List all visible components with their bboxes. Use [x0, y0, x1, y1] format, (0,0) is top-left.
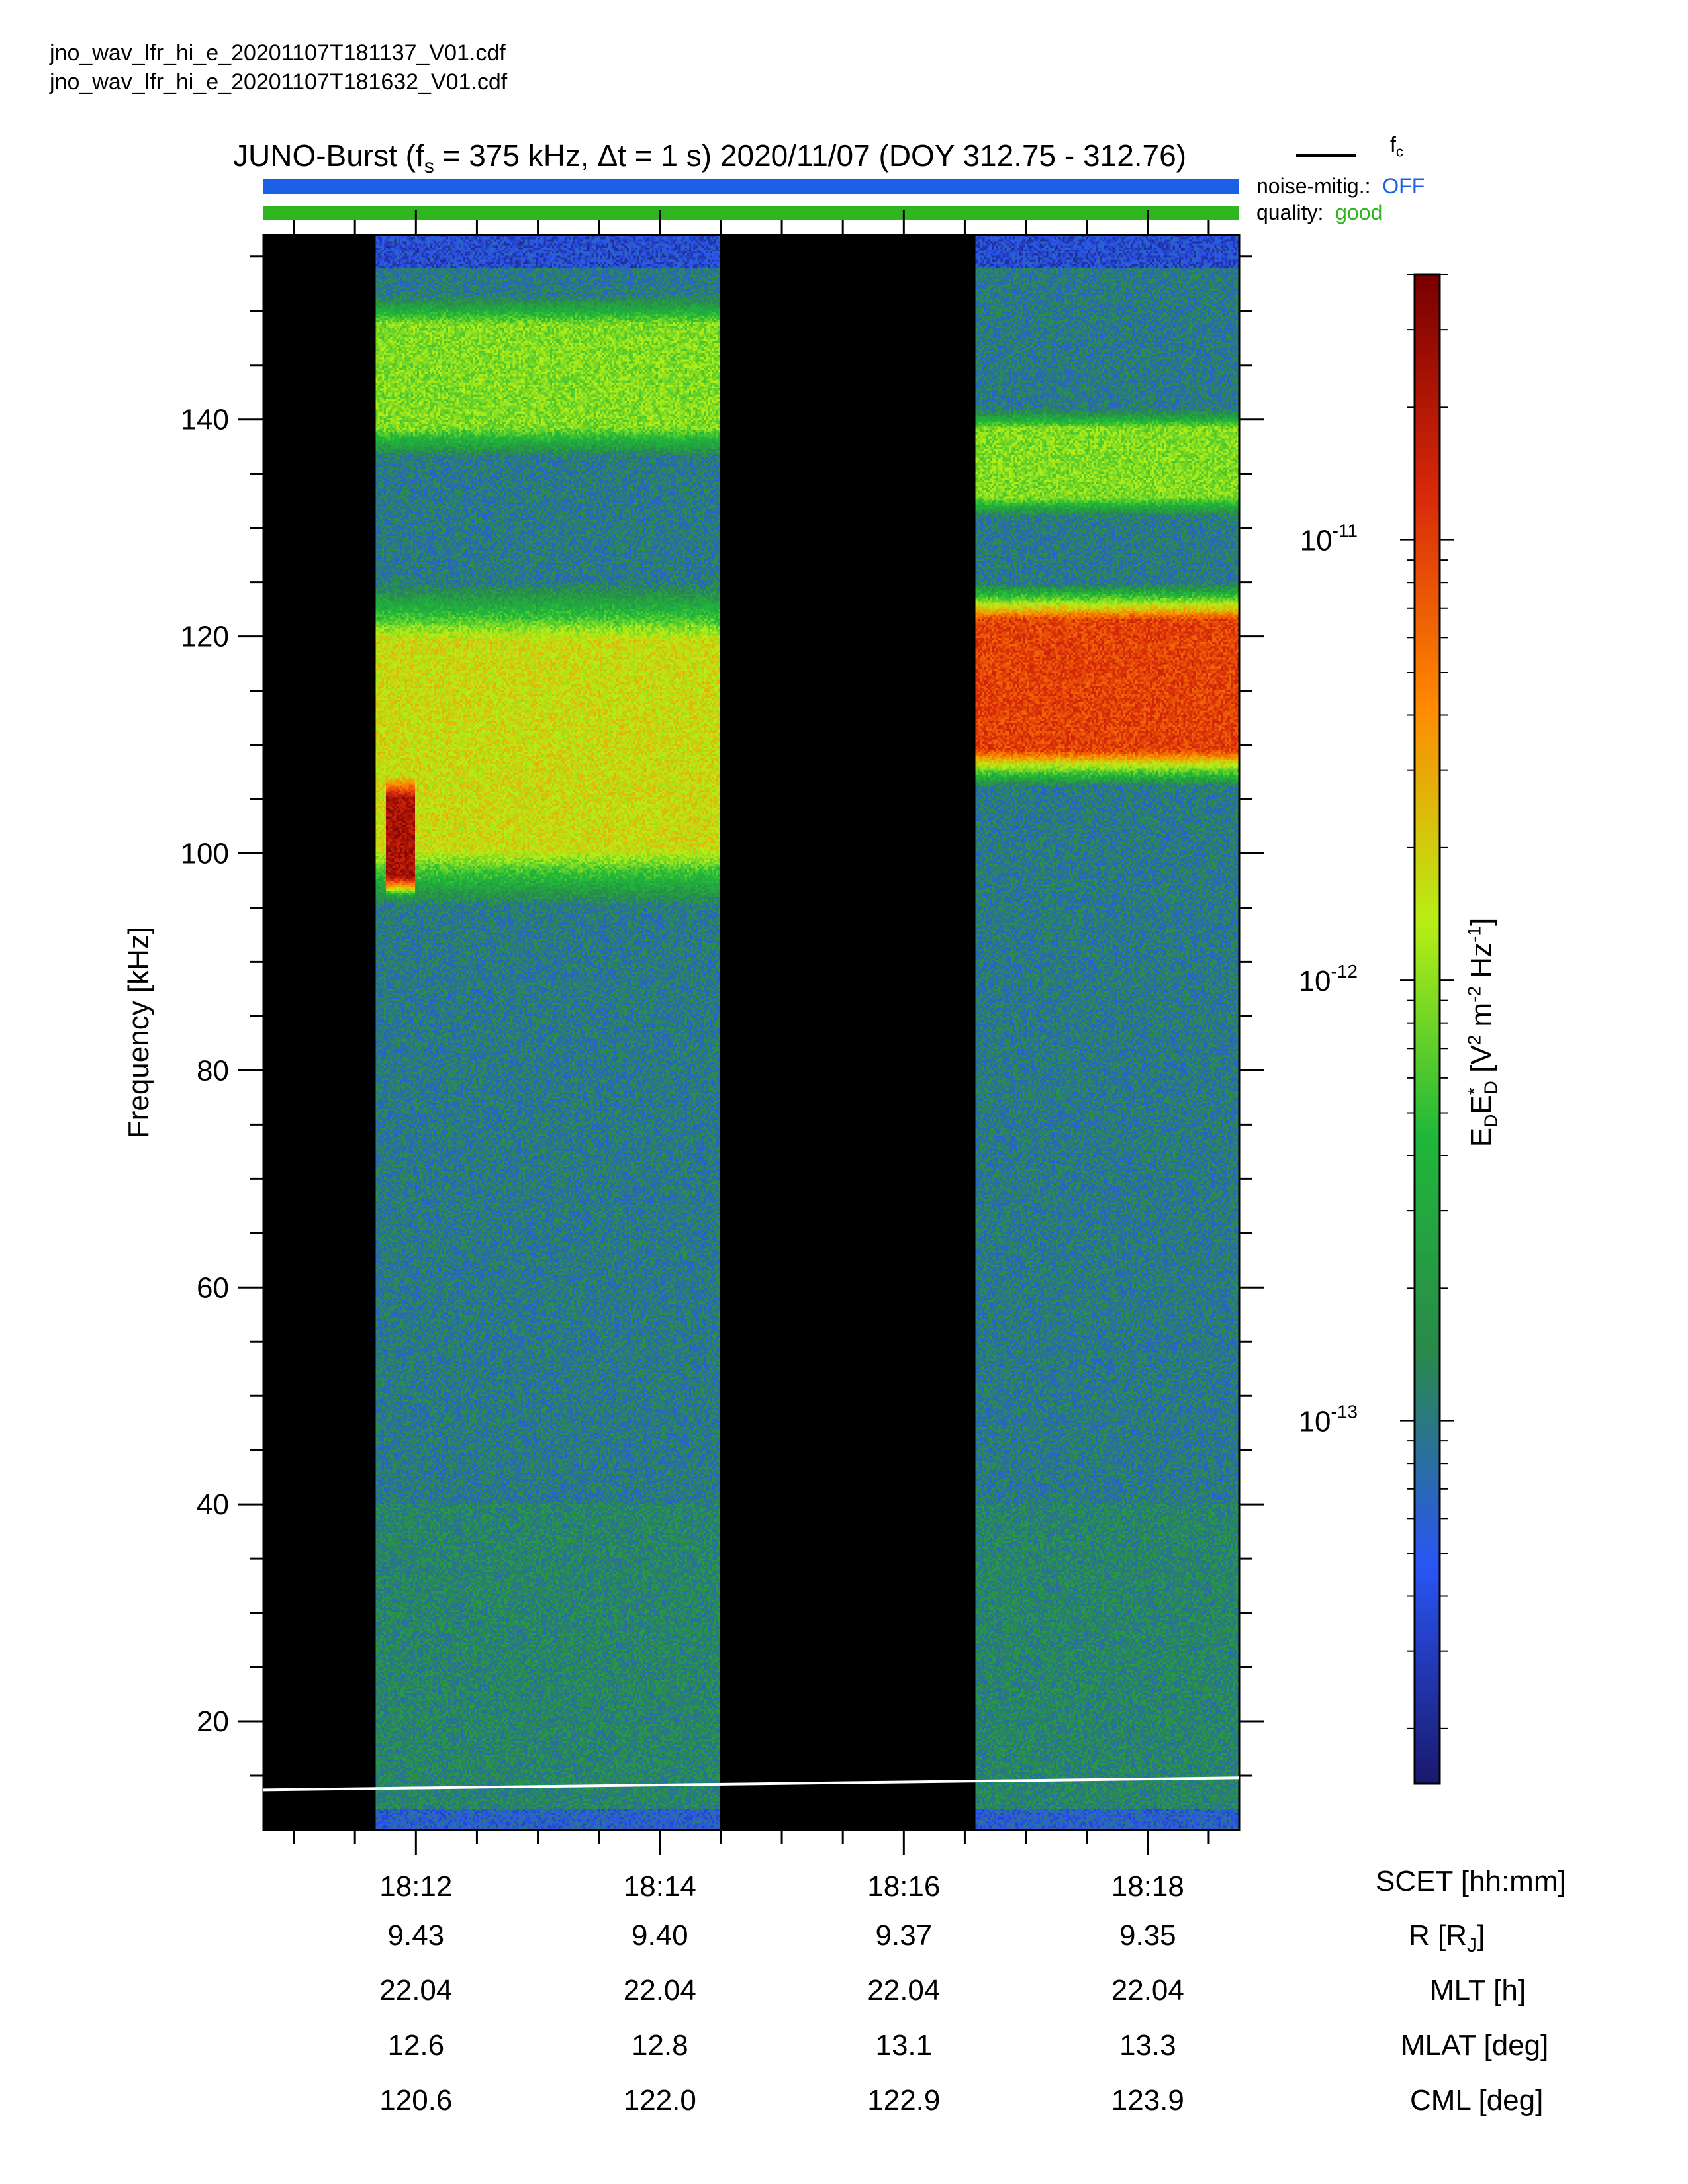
fc-legend-line: [1296, 154, 1356, 157]
title-rest: = 375 kHz, Δt = 1 s) 2020/11/07 (DOY 312…: [434, 138, 1187, 173]
ephemeris-value: 22.04: [1111, 1974, 1184, 2007]
title-sub: s: [424, 156, 434, 178]
plot-title: JUNO-Burst (fs = 375 kHz, Δt = 1 s) 2020…: [233, 138, 1186, 178]
ephemeris-value: 12.8: [631, 2029, 688, 2062]
y-tick-label: 40: [197, 1488, 229, 1521]
y-tick-label: 60: [197, 1271, 229, 1304]
ephemeris-value: 9.37: [875, 1919, 933, 1952]
colorbar-tick-label: 10-11: [1300, 521, 1358, 557]
ephemeris-value: 22.04: [867, 1974, 941, 2007]
y-tick-label: 120: [181, 621, 229, 653]
ephemeris-label-cml: CML [deg]: [1410, 2084, 1544, 2116]
ephemeris-value: 122.9: [867, 2084, 941, 2116]
file-name-2: jno_wav_lfr_hi_e_20201107T181632_V01.cdf: [50, 69, 508, 95]
noise-mitigation-bar: [263, 179, 1239, 194]
file-name-1: jno_wav_lfr_hi_e_20201107T181137_V01.cdf: [50, 40, 506, 66]
ephemeris-value: 9.43: [387, 1919, 445, 1952]
x-axis-units-label: SCET [hh:mm]: [1376, 1865, 1566, 1897]
noise-mitigation-value: OFF: [1382, 174, 1425, 198]
ephemeris-label-mlt: MLT [h]: [1430, 1974, 1526, 2007]
ephemeris-value: 22.04: [623, 1974, 696, 2007]
ephemeris-label-r: R [RJ]: [1409, 1919, 1485, 1956]
noise-mitigation-status: noise-mitig.: OFF: [1256, 174, 1425, 198]
y-tick-label: 140: [181, 404, 229, 436]
ephemeris-value: 12.6: [387, 2029, 445, 2062]
x-tick-label: 18:12: [379, 1870, 452, 1903]
plot-frame: [262, 234, 1241, 1831]
quality-bar: [263, 206, 1239, 220]
ephemeris-value: 9.35: [1119, 1919, 1176, 1952]
quality-value: good: [1335, 201, 1383, 224]
y-tick-label: 80: [197, 1054, 229, 1087]
x-tick-label: 18:14: [624, 1870, 696, 1903]
ephemeris-value: 13.1: [875, 2029, 933, 2062]
colorbar-tick-label: 10-12: [1299, 961, 1358, 997]
ephemeris-value: 22.04: [379, 1974, 453, 2007]
colorbar-label: EDE*D [V2 m-2 Hz-1]: [1464, 917, 1501, 1148]
fc-legend-label: fc: [1390, 132, 1403, 160]
x-tick-label: 18:16: [867, 1870, 940, 1903]
quality-status: quality: good: [1256, 201, 1383, 224]
spectrogram-image: [263, 235, 1239, 1830]
ephemeris-label-mlat: MLAT [deg]: [1401, 2029, 1549, 2062]
fc-line: [263, 1776, 1240, 1792]
title-prefix: JUNO-Burst (f: [233, 138, 424, 173]
y-tick-label: 20: [197, 1706, 229, 1738]
ephemeris-value: 13.3: [1119, 2029, 1176, 2062]
colorbar-tick-label: 10-13: [1299, 1402, 1358, 1438]
y-tick-label: 100: [181, 837, 229, 870]
ephemeris-value: 123.9: [1111, 2084, 1184, 2116]
colorbar-frame: [1413, 273, 1441, 1785]
ephemeris-value: 9.40: [631, 1919, 688, 1952]
ephemeris-value: 122.0: [623, 2084, 696, 2116]
x-tick-label: 18:18: [1111, 1870, 1184, 1903]
colorbar-gradient: [1415, 275, 1440, 1784]
ephemeris-value: 120.6: [379, 2084, 453, 2116]
